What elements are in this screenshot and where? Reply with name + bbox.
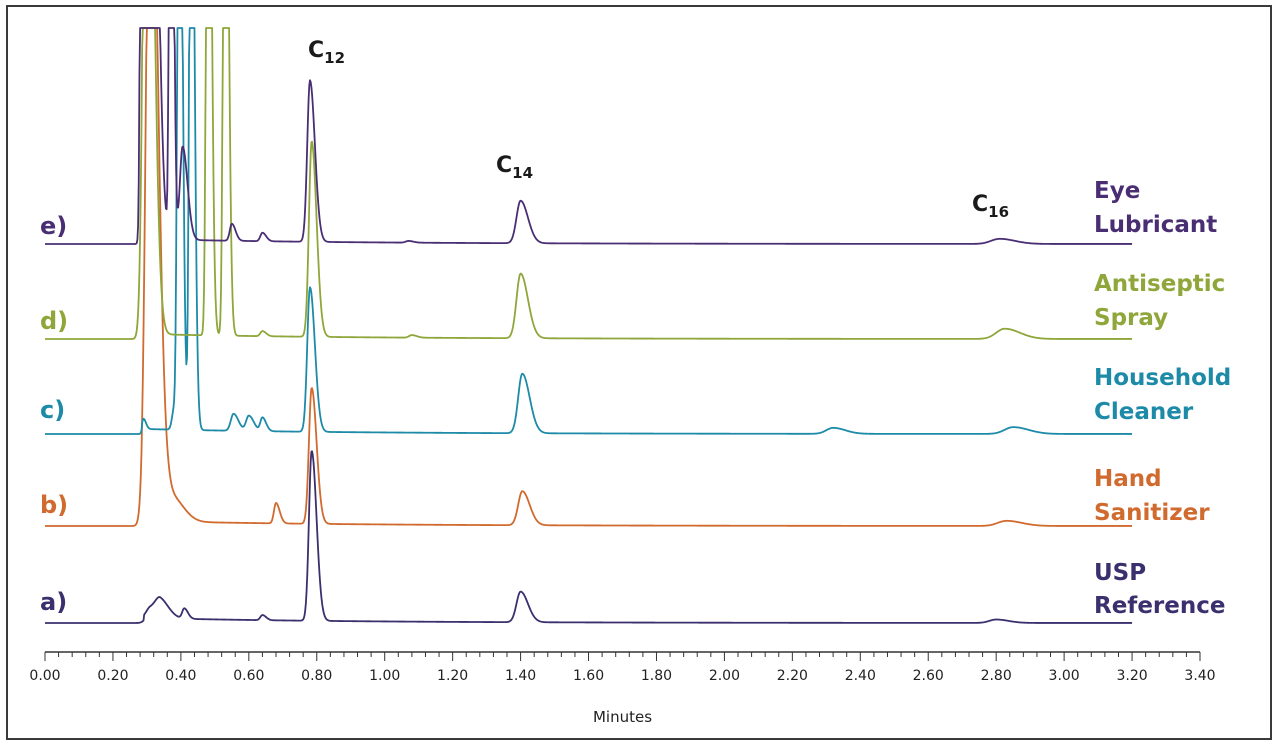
trace-name-line: Lubricant xyxy=(1094,212,1217,238)
x-tick-label: 0.80 xyxy=(301,668,332,684)
peak-annotation-c16: C16 xyxy=(972,192,1009,221)
trace-name-line: Hand xyxy=(1094,466,1162,492)
trace-name-line: Spray xyxy=(1094,305,1168,331)
trace-name-line: Antiseptic xyxy=(1094,271,1225,297)
x-tick-label: 3.20 xyxy=(1116,668,1147,684)
x-tick-label: 1.40 xyxy=(505,668,536,684)
trace-labels: a) USP Reference b) Hand Sanitizer c) Household… xyxy=(40,178,1231,619)
x-tick-label: 0.20 xyxy=(97,668,128,684)
x-tick-label: 1.00 xyxy=(369,668,400,684)
trace-letter: d) xyxy=(40,307,68,335)
x-tick-label: 2.60 xyxy=(913,668,944,684)
peak-annotation-c12: C12 xyxy=(308,38,345,67)
x-tick-label: 2.40 xyxy=(845,668,876,684)
trace-line-c xyxy=(44,27,1133,435)
x-tick-label: 1.20 xyxy=(437,668,468,684)
trace-name-line: Reference xyxy=(1094,593,1225,619)
x-tick-label: 0.00 xyxy=(29,668,60,684)
trace-line-d xyxy=(44,27,1133,340)
trace-letter: a) xyxy=(40,588,67,616)
chart-frame xyxy=(6,5,1272,740)
peak-annotation-c14: C14 xyxy=(496,153,533,182)
x-tick-label: 3.40 xyxy=(1184,668,1215,684)
x-tick-label: 2.00 xyxy=(709,668,740,684)
trace-line-e xyxy=(44,27,1133,245)
x-tick-label: 1.80 xyxy=(641,668,672,684)
trace-line-b xyxy=(44,27,1133,527)
trace-name-line: Household xyxy=(1094,365,1231,391)
trace-name-line: Sanitizer xyxy=(1094,500,1210,526)
x-tick-label: 0.60 xyxy=(233,668,264,684)
traces-layer xyxy=(44,27,1133,624)
x-axis-ticks: 0.00 0.20 0.40 0.60 0.80 1.00 1.20 1.40 1.60 1.80… xyxy=(29,652,1216,684)
peak-annotations: C12 C14 C16 xyxy=(308,38,1009,221)
trace-letter: c) xyxy=(40,396,65,424)
trace-letter: b) xyxy=(40,491,68,519)
trace-name-line: USP xyxy=(1094,560,1146,586)
x-tick-label: 1.60 xyxy=(573,668,604,684)
trace-line-a xyxy=(44,450,1133,624)
x-tick-label: 3.00 xyxy=(1049,668,1080,684)
x-tick-label: 0.40 xyxy=(165,668,196,684)
x-axis: 0.00 0.20 0.40 0.60 0.80 1.00 1.20 1.40 1.60 1.80… xyxy=(29,651,1216,726)
trace-letter: e) xyxy=(40,212,67,240)
x-tick-label: 2.80 xyxy=(981,668,1012,684)
trace-name-line: Cleaner xyxy=(1094,399,1194,425)
x-axis-title: Minutes xyxy=(593,708,652,726)
trace-name-line: Eye xyxy=(1094,178,1140,204)
x-tick-label: 2.20 xyxy=(777,668,808,684)
